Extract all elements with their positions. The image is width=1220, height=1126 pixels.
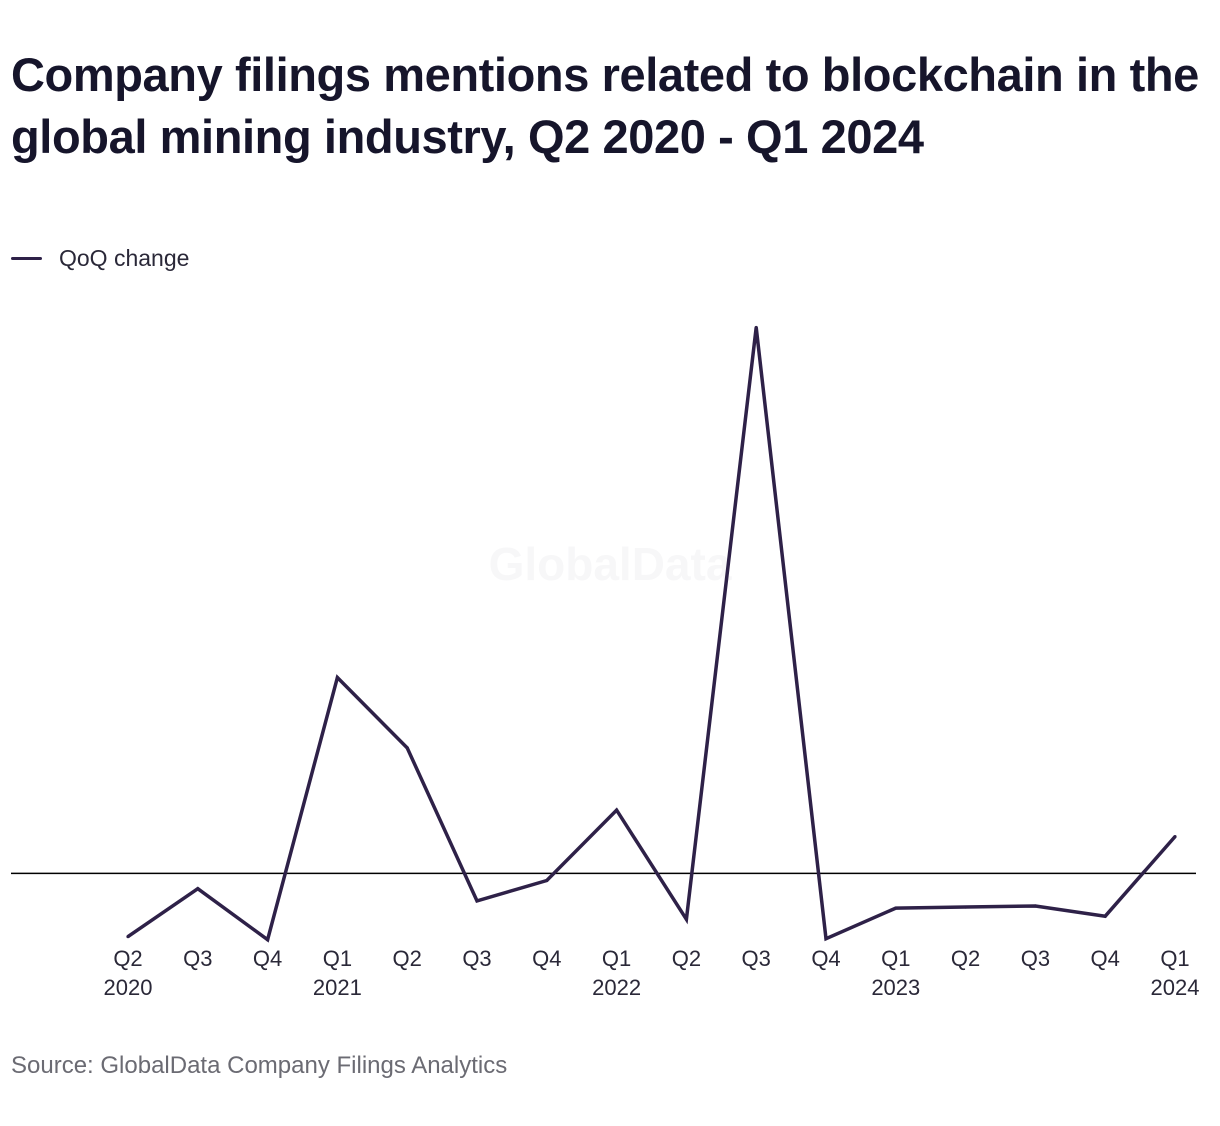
x-tick-year-label: 2020 [104,975,153,1000]
x-tick-label: Q4 [253,946,282,971]
x-tick-year-label: 2022 [592,975,641,1000]
data-point [266,938,270,942]
x-tick-year-label: 2024 [1151,975,1200,1000]
data-point [1173,835,1177,839]
x-tick-label: Q4 [1091,946,1120,971]
source-note: Source: GlobalData Company Filings Analy… [11,1052,508,1079]
x-tick-label: Q2 [672,946,701,971]
data-point [894,906,898,910]
data-point [754,325,758,330]
data-point [405,746,409,750]
x-tick-label: Q2 [113,946,142,971]
x-tick-label: Q3 [462,946,491,971]
x-tick-label: Q2 [951,946,980,971]
x-tick-year-label: 2021 [313,975,362,1000]
x-tick-label: Q2 [393,946,422,971]
x-tick-label: Q3 [742,946,771,971]
x-tick-label: Q4 [532,946,561,971]
data-point [1103,914,1107,918]
legend-swatch [11,256,42,260]
x-tick-label: Q4 [811,946,840,971]
legend-label: QoQ change [59,244,190,271]
x-tick-label: Q1 [881,946,910,971]
data-point [684,917,689,921]
data-point [126,935,130,939]
x-axis-ticks: Q2 2020 Q3 Q4 Q1 2021 Q2 Q3 Q4 Q1 2022 Q2 Q3 Q4 Q1 2023… [104,946,1200,1000]
data-point [1033,904,1037,908]
x-tick-label: Q1 [323,946,352,971]
data-point [335,675,339,680]
data-point [964,905,968,909]
data-point [475,899,479,903]
x-tick-label: Q1 [1160,946,1189,971]
data-point [824,937,828,941]
data-point [615,808,619,812]
chart-title: Company filings mentions related to bloc… [11,48,1199,163]
x-tick-label: Q3 [183,946,212,971]
x-tick-year-label: 2023 [871,975,920,1000]
data-point [196,887,200,891]
legend: QoQ change [11,242,189,274]
series-group [126,325,1177,943]
data-point [545,878,549,883]
series-line-0 [127,327,1177,943]
watermark: GlobalData [489,538,732,590]
x-tick-label: Q3 [1021,946,1050,971]
x-tick-label: Q1 [602,946,631,971]
